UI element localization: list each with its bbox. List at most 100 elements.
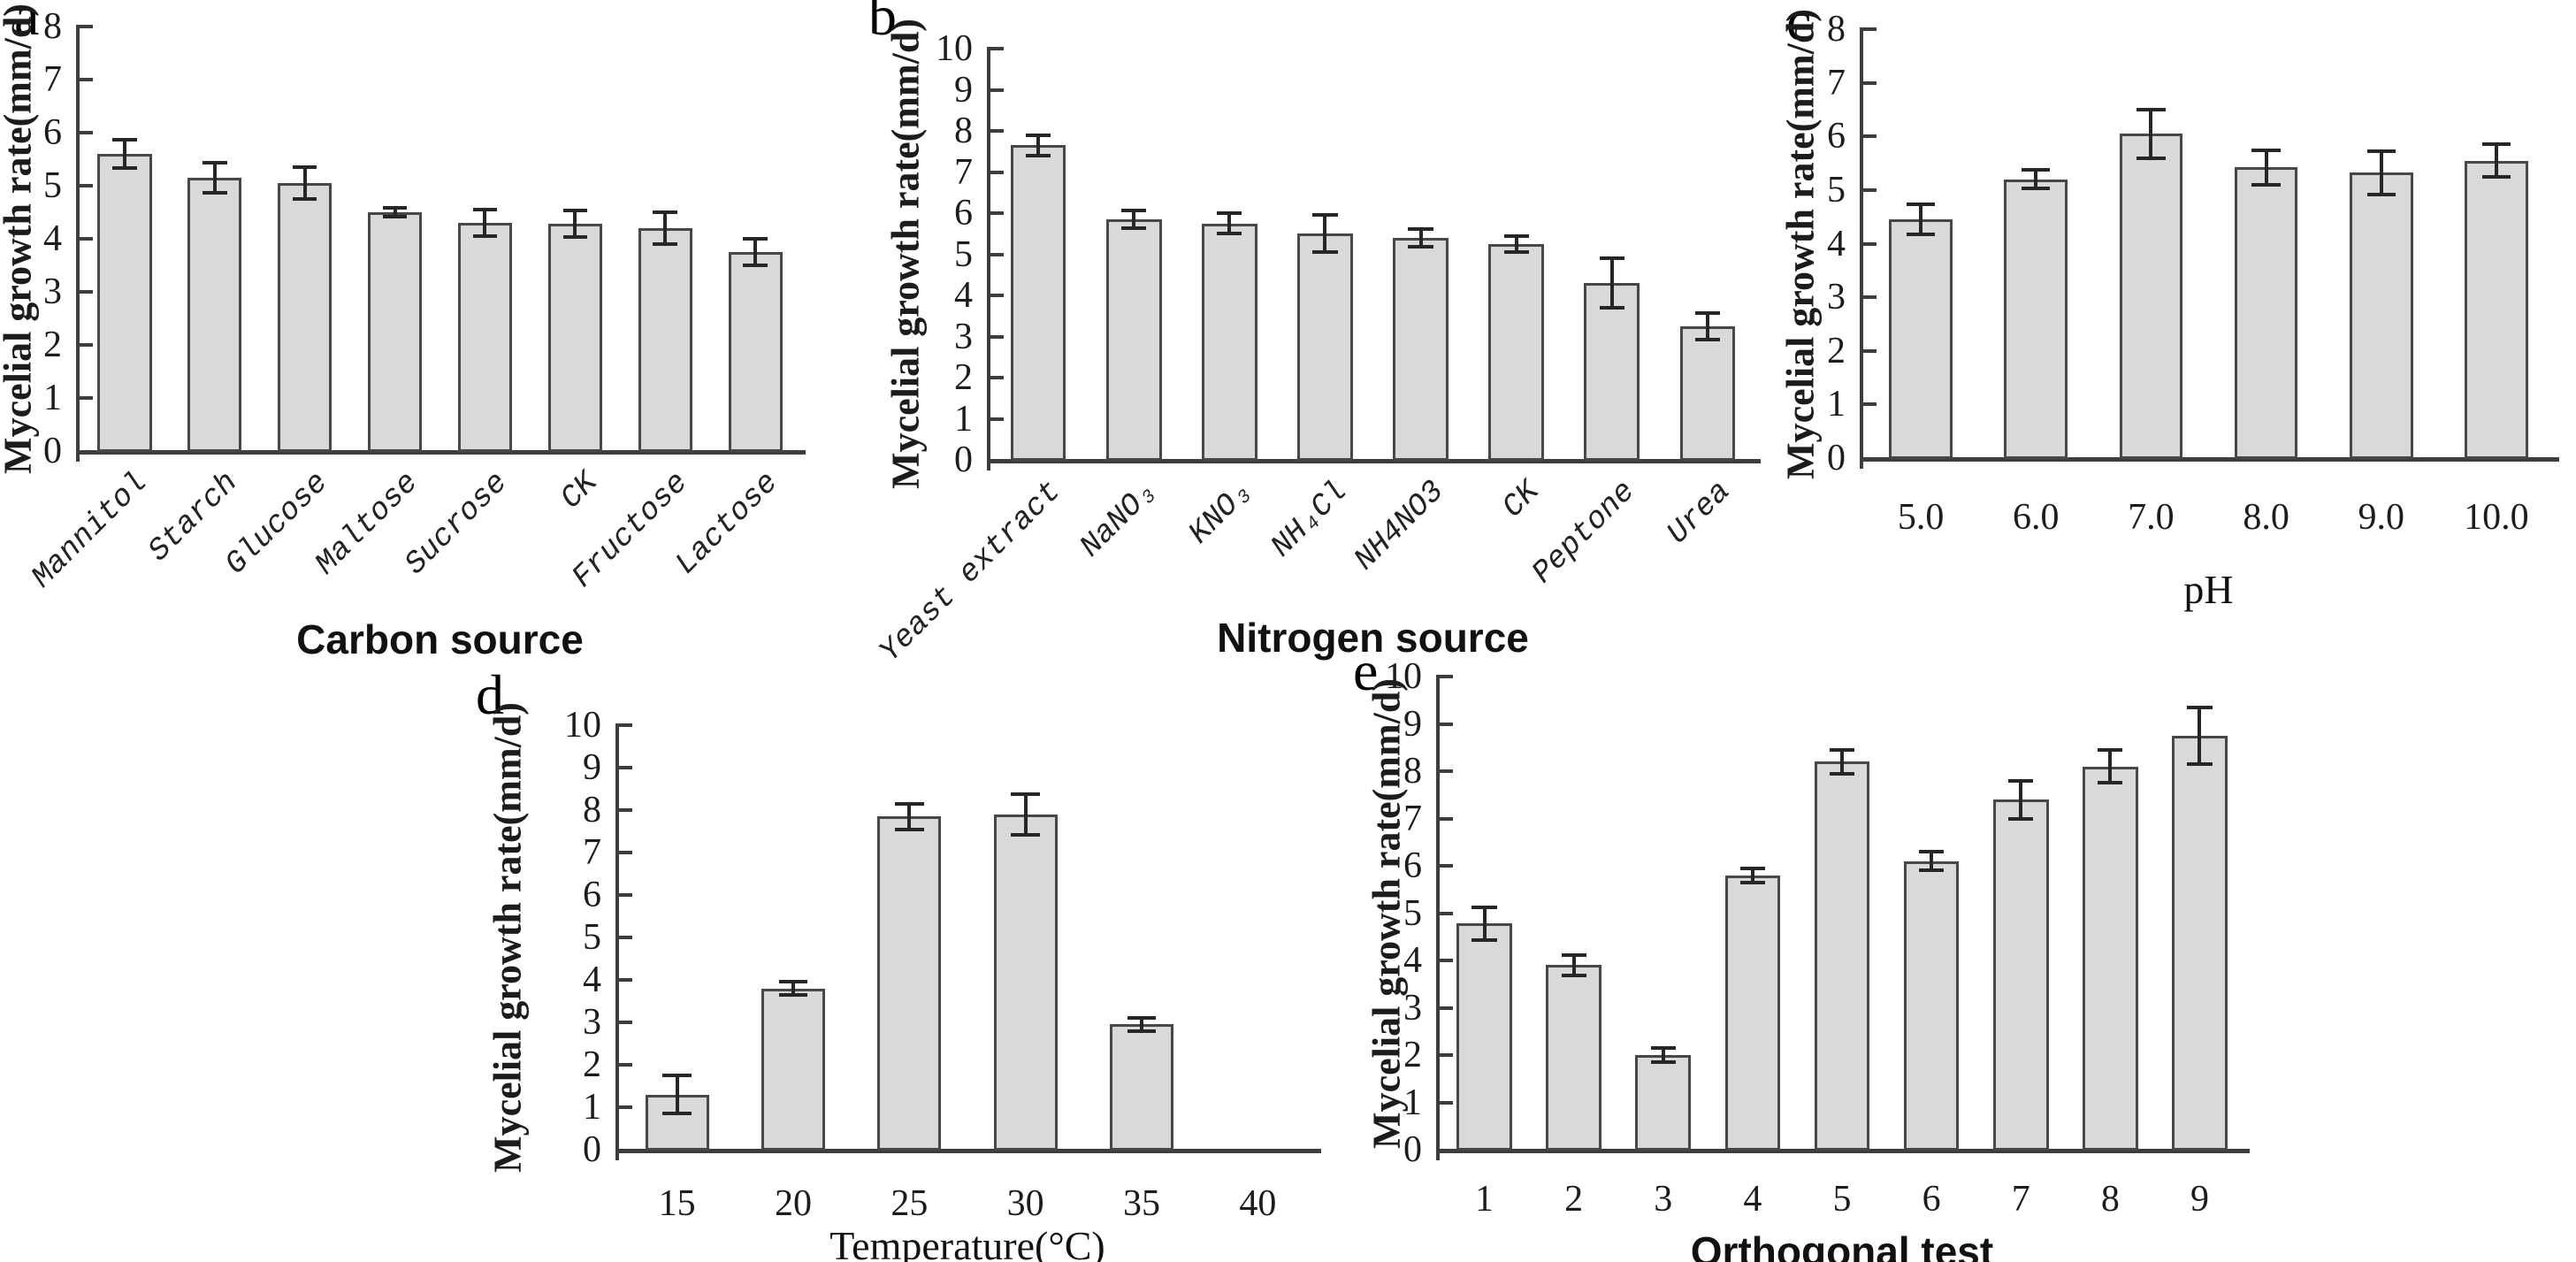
- y-axis-line: [1436, 675, 1440, 1160]
- bar: [1584, 283, 1640, 461]
- error-bar-cap-top: [1408, 226, 1433, 231]
- y-tick: [990, 88, 1004, 92]
- error-bar-line: [2019, 780, 2023, 819]
- error-bar-line: [1482, 906, 1487, 940]
- y-tick-label: 3: [1827, 277, 1846, 318]
- error-bar-cap-top: [562, 209, 588, 213]
- error-bar-line: [791, 982, 795, 995]
- x-tick-label: 9.0: [2358, 497, 2405, 538]
- y-axis-line: [76, 25, 80, 462]
- x-axis-line: [615, 1149, 1321, 1153]
- y-axis-line: [1860, 27, 1863, 469]
- x-tick-label: 3: [1654, 1179, 1673, 1220]
- bar: [97, 154, 152, 452]
- y-tick-label: 2: [583, 1044, 601, 1085]
- error-bar-cap-top: [2136, 107, 2166, 111]
- y-tick: [619, 1063, 632, 1067]
- x-tick-label: 8: [2100, 1179, 2120, 1220]
- plot-area: 0 1 2 3 4 5 6 7 8 Mannitol Starch Glucose Maltose Suc…: [0, 0, 871, 659]
- x-axis-line: [987, 459, 1761, 463]
- y-tick-label: 5: [954, 233, 973, 275]
- y-tick: [990, 170, 1004, 174]
- error-bar-line: [1323, 215, 1327, 253]
- bar: [2349, 172, 2413, 459]
- error-bar-line: [1840, 749, 1844, 774]
- x-axis-label: Orthogonal test: [1690, 1228, 1994, 1262]
- y-tick: [619, 1105, 632, 1109]
- y-tick: [990, 334, 1004, 339]
- error-bar-line: [393, 208, 397, 217]
- y-tick-label: 0: [1827, 438, 1846, 478]
- y-tick: [80, 184, 93, 187]
- bar: [728, 252, 783, 452]
- x-tick-label: 6.0: [2013, 497, 2060, 538]
- y-axis-line: [987, 47, 990, 470]
- error-bar-line: [1661, 1047, 1665, 1063]
- bar: [1393, 237, 1449, 461]
- y-tick-label: 6: [954, 193, 973, 233]
- plot-area: 0 1 2 3 4 5 6 7 8 9 10 15 20 25 30 35 40: [469, 654, 1349, 1262]
- y-tick: [619, 851, 632, 854]
- x-axis-label: Temperature(°C): [829, 1223, 1105, 1262]
- y-tick: [990, 252, 1004, 256]
- y-tick-label: 5: [1403, 892, 1422, 934]
- error-bar-cap-top: [2022, 168, 2051, 172]
- y-tick: [1440, 722, 1453, 726]
- x-tick-label: 15: [658, 1183, 696, 1224]
- y-tick-label: 7: [583, 832, 601, 873]
- y-tick-label: 6: [583, 875, 601, 915]
- y-tick: [1440, 864, 1453, 868]
- x-tick-label: 7: [2011, 1179, 2030, 1220]
- bar: [1635, 1055, 1692, 1151]
- y-tick-label: 3: [1403, 987, 1422, 1029]
- y-tick-label: 6: [43, 112, 62, 153]
- y-tick-label: 9: [954, 69, 973, 111]
- bar: [877, 816, 942, 1151]
- y-tick: [1863, 134, 1877, 139]
- error-bar-line: [2494, 144, 2498, 177]
- error-bar-cap-top: [112, 137, 137, 141]
- error-bar-cap-top: [1919, 849, 1945, 853]
- plot-area: 0 1 2 3 4 5 6 7 8 9 10 Yeast extract NaNO₃ KNO₃ NH₄Cl N…: [867, 0, 1817, 669]
- y-tick-label: 0: [43, 431, 62, 471]
- y-tick: [1863, 80, 1877, 85]
- bar: [2119, 134, 2183, 459]
- error-bar-cap-bottom: [1471, 937, 1497, 942]
- y-tick-label: 2: [43, 325, 62, 365]
- error-bar-line: [1132, 210, 1136, 229]
- error-bar-cap-bottom: [1312, 250, 1338, 255]
- error-bar-cap-bottom: [2136, 156, 2166, 160]
- bar: [1488, 243, 1545, 461]
- x-axis-line: [1436, 1149, 2250, 1153]
- y-tick-label: 1: [43, 378, 62, 418]
- panel-letter-e: e: [1353, 639, 1379, 702]
- bar: [187, 178, 242, 452]
- y-tick-label: 3: [583, 1002, 601, 1043]
- y-tick: [619, 723, 632, 727]
- y-tick-label: 8: [43, 6, 62, 47]
- error-bar-cap-top: [778, 980, 808, 984]
- bar: [278, 183, 333, 452]
- error-bar-cap-top: [2008, 778, 2034, 783]
- error-bar-line: [1227, 213, 1232, 234]
- error-bar-cap-bottom: [2251, 182, 2281, 187]
- error-bar-cap-bottom: [1919, 868, 1945, 873]
- error-bar-cap-bottom: [2187, 761, 2213, 766]
- error-bar-cap-bottom: [1829, 771, 1855, 776]
- x-tick-label: 4: [1743, 1179, 1762, 1220]
- y-tick: [1863, 402, 1877, 407]
- error-bar-cap-top: [895, 801, 924, 806]
- y-tick: [990, 129, 1004, 133]
- x-tick-label: 9: [2190, 1179, 2209, 1220]
- x-tick-label: 7.0: [2128, 497, 2175, 538]
- y-tick-label: 4: [583, 960, 601, 1000]
- y-tick-label: 6: [1827, 116, 1846, 157]
- bar: [2172, 735, 2228, 1151]
- y-tick: [1863, 295, 1877, 300]
- error-bar-cap-top: [2098, 747, 2123, 752]
- error-bar-cap-bottom: [778, 992, 808, 997]
- bar: [1201, 223, 1257, 461]
- y-tick: [1440, 769, 1453, 773]
- y-tick: [1440, 959, 1453, 962]
